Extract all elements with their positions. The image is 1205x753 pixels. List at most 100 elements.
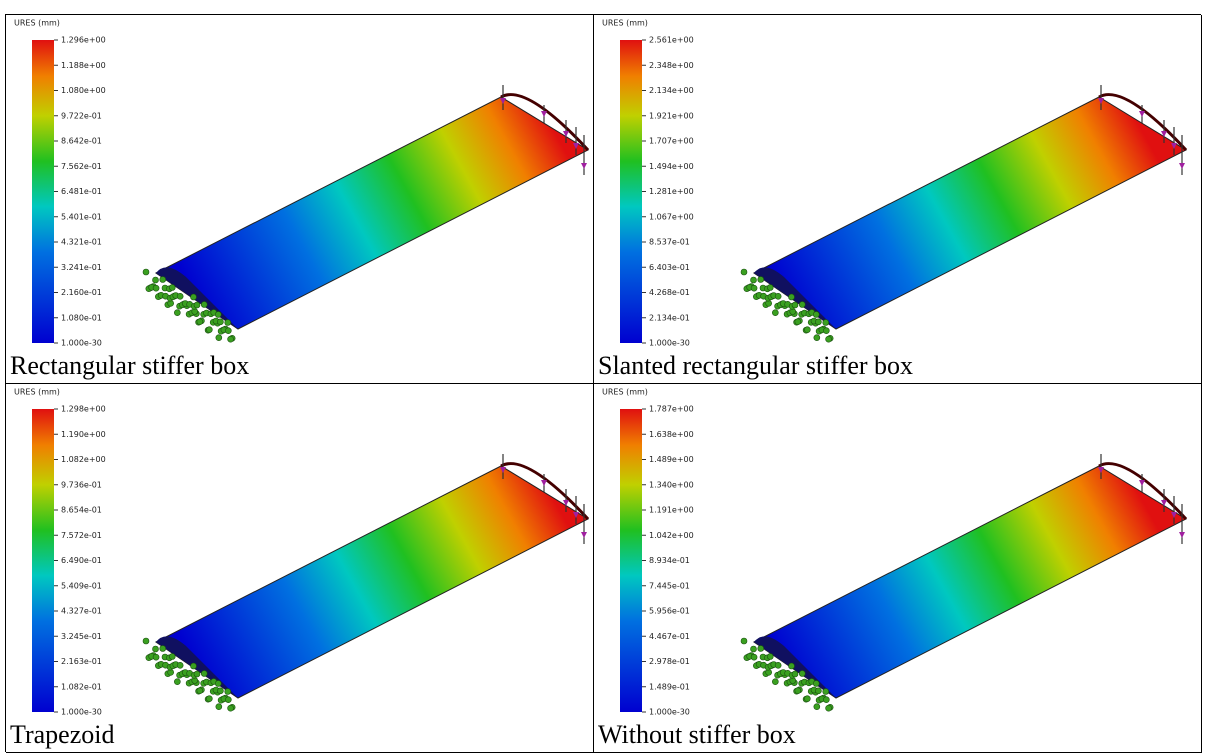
fixture — [799, 671, 805, 677]
fixture — [225, 689, 231, 695]
fixture — [217, 688, 223, 694]
colorbar-label: 5.401e-01 — [61, 212, 102, 221]
fixture — [201, 671, 207, 677]
load-arrowhead — [581, 163, 587, 169]
fixture — [741, 269, 747, 275]
fixture — [751, 646, 757, 652]
fixture — [153, 277, 159, 283]
fixture — [795, 688, 801, 694]
fixture — [225, 320, 231, 326]
fixture — [153, 654, 159, 660]
fixture — [216, 335, 222, 341]
colorbar-label: 1.638e+00 — [649, 430, 694, 439]
panel-cell: URES (mm)1.296e+001.188e+001.080e+009.72… — [6, 15, 594, 384]
fixture — [215, 681, 221, 687]
colorbar-label: 1.298e+00 — [61, 405, 106, 414]
fixture — [216, 704, 222, 710]
fixture — [823, 689, 829, 695]
colorbar-label: 2.134e-01 — [649, 313, 690, 322]
colorbar-label: 9.722e-01 — [61, 111, 102, 120]
fixture — [789, 663, 795, 669]
fixture — [206, 696, 212, 702]
fixture — [206, 327, 212, 333]
fixture — [225, 328, 231, 334]
fixture — [823, 328, 829, 334]
colorbar-label: 7.445e-01 — [649, 581, 690, 590]
wing — [156, 97, 588, 329]
colorbar-label: 8.642e-01 — [61, 137, 102, 146]
fixture — [160, 646, 166, 652]
fixture — [191, 663, 197, 669]
colorbar-label: 8.537e-01 — [649, 238, 690, 247]
fixture — [153, 285, 159, 291]
fixture — [826, 705, 832, 711]
wing — [156, 466, 588, 698]
fixture — [751, 654, 757, 660]
fixture — [174, 310, 180, 316]
fixture — [174, 679, 180, 685]
fixture — [228, 336, 234, 342]
legend-title: URES (mm) — [14, 19, 60, 28]
caption: Without stiffer box — [598, 720, 796, 750]
colorbar-label: 2.163e-01 — [61, 657, 102, 666]
fixture — [194, 671, 200, 677]
fixture — [767, 285, 773, 291]
wing — [754, 466, 1186, 698]
fixture — [813, 312, 819, 318]
simulation-plot: URES (mm)2.561e+002.348e+002.134e+001.92… — [594, 15, 1201, 350]
fixture — [789, 294, 795, 300]
colorbar-label: 1.000e-30 — [649, 339, 690, 348]
colorbar-label: 9.736e-01 — [61, 480, 102, 489]
fixture — [751, 285, 757, 291]
colorbar-label: 6.481e-01 — [61, 187, 102, 196]
fixture — [194, 302, 200, 308]
fixture — [201, 302, 207, 308]
colorbar-label: 1.000e-30 — [61, 339, 102, 348]
fixture — [143, 269, 149, 275]
fixture — [823, 697, 829, 703]
colorbar-label: 1.082e+00 — [61, 455, 106, 464]
colorbar-label: 1.080e+00 — [61, 86, 106, 95]
fixture — [215, 312, 221, 318]
load-arrowhead — [541, 111, 547, 117]
colorbar-label: 1.489e-01 — [649, 682, 690, 691]
simulation-plot: URES (mm)1.296e+001.188e+001.080e+009.72… — [6, 15, 593, 350]
colorbar-label: 1.067e+00 — [649, 212, 694, 221]
fixture — [751, 277, 757, 283]
colorbar-label: 4.321e-01 — [61, 238, 102, 247]
colorbar — [32, 409, 54, 712]
colorbar-label: 6.403e-01 — [649, 263, 690, 272]
fixture — [758, 277, 764, 283]
colorbar-label: 7.562e-01 — [61, 162, 102, 171]
fixture — [772, 679, 778, 685]
colorbar-label: 4.467e-01 — [649, 632, 690, 641]
fixture — [792, 302, 798, 308]
colorbar-label: 2.348e+00 — [649, 61, 694, 70]
colorbar-label: 1.296e+00 — [61, 36, 106, 45]
legend-title: URES (mm) — [602, 388, 648, 397]
colorbar-label: 1.191e+00 — [649, 506, 694, 515]
colorbar-label: 2.134e+00 — [649, 86, 694, 95]
fixture — [826, 336, 832, 342]
fixture — [169, 285, 175, 291]
load-arrowhead — [541, 480, 547, 486]
colorbar-label: 5.956e-01 — [649, 607, 690, 616]
colorbar-label: 1.707e+00 — [649, 137, 694, 146]
fixture — [153, 646, 159, 652]
load-arrowhead — [581, 532, 587, 538]
fixture — [197, 688, 203, 694]
colorbar — [32, 40, 54, 343]
fixture — [772, 310, 778, 316]
colorbar-label: 1.080e-01 — [61, 313, 102, 322]
colorbar-label: 1.787e+00 — [649, 405, 694, 414]
colorbar-label: 1.000e-30 — [649, 708, 690, 717]
fixture — [191, 294, 197, 300]
fixture — [804, 696, 810, 702]
colorbar — [620, 409, 642, 712]
fixture — [815, 688, 821, 694]
load-arrowhead — [1179, 532, 1185, 538]
fixture — [804, 327, 810, 333]
fixture — [814, 704, 820, 710]
colorbar-label: 1.281e+00 — [649, 187, 694, 196]
